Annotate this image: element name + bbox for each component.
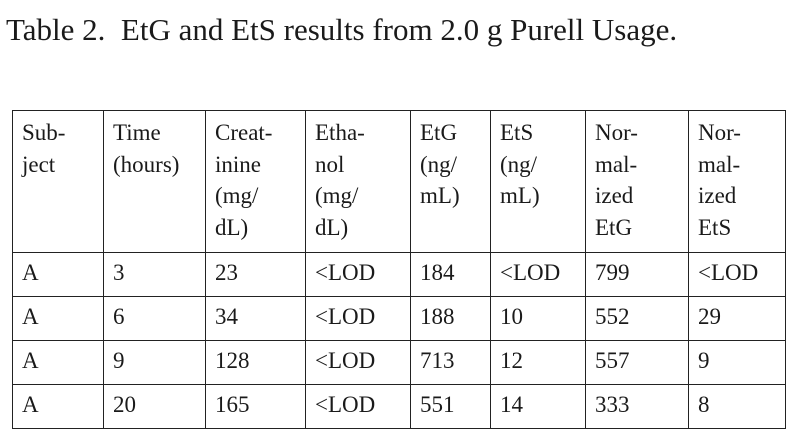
- header-line: EtS: [500, 120, 534, 145]
- header-line: Etha-: [315, 120, 365, 145]
- header-line: EtS: [698, 214, 732, 240]
- header-line: Sub-: [22, 120, 66, 145]
- cell: 165: [205, 384, 306, 429]
- cell: 9: [688, 340, 786, 385]
- header-cell: Nor-mal-ized EtS: [688, 110, 786, 253]
- header-line: ized: [595, 183, 634, 208]
- cell: 551: [410, 384, 491, 429]
- table-title: Table 2. EtG and EtS results from 2.0 g …: [6, 12, 678, 47]
- header-cell: Etha-nol (mg/dL): [305, 110, 411, 253]
- header-cell: Creat-inine (mg/dL): [205, 110, 306, 253]
- cell: 333: [585, 384, 689, 429]
- cell: <LOD: [490, 252, 586, 297]
- header-line: Nor-: [698, 120, 741, 145]
- header-line: mL): [500, 183, 540, 208]
- cell: 34: [205, 296, 306, 341]
- cell: 8: [688, 384, 786, 429]
- cell: <LOD: [305, 384, 411, 429]
- cell: A: [12, 296, 104, 341]
- cell: 23: [205, 252, 306, 297]
- cell: 184: [410, 252, 491, 297]
- data-row: A 3 23 <LOD 184 <LOD 799 <LOD: [12, 252, 786, 297]
- header-line: mal-: [595, 151, 638, 177]
- results-table: Sub-ject Time (hours) Creat-inine (mg/dL) Eth…: [12, 110, 786, 429]
- header-line: EtG: [420, 120, 458, 145]
- cell: <LOD: [305, 252, 411, 297]
- cell: 20: [103, 384, 206, 429]
- header-line: Nor-: [595, 120, 638, 145]
- cell: 10: [490, 296, 586, 341]
- header-line: ject: [22, 151, 56, 177]
- table-body: Sub-ject Time (hours) Creat-inine (mg/dL) Eth…: [12, 110, 786, 429]
- header-line: Time: [113, 120, 161, 145]
- cell: 552: [585, 296, 689, 341]
- data-row: A 9 128 <LOD 713 12 557 9: [12, 340, 786, 385]
- cell: 713: [410, 340, 491, 385]
- header-line: dL): [215, 214, 249, 240]
- header-line: nol: [315, 151, 345, 177]
- header-line: Creat-: [215, 120, 273, 145]
- header-line: ized: [698, 183, 737, 208]
- cell: 128: [205, 340, 306, 385]
- header-line: (mg/: [215, 183, 259, 208]
- header-row: Sub-ject Time (hours) Creat-inine (mg/dL) Eth…: [12, 110, 786, 253]
- cell: <LOD: [305, 340, 411, 385]
- cell: 29: [688, 296, 786, 341]
- cell: <LOD: [305, 296, 411, 341]
- header-line: mal-: [698, 151, 741, 177]
- header-line: EtG: [595, 214, 633, 240]
- header-line: (hours): [113, 151, 180, 177]
- cell: A: [12, 252, 104, 297]
- header-line: mL): [420, 183, 460, 208]
- header-cell: EtS (ng/mL): [490, 110, 586, 253]
- cell: 188: [410, 296, 491, 341]
- data-row: A 20 165 <LOD 551 14 333 8: [12, 384, 786, 429]
- cell: 799: [585, 252, 689, 297]
- header-cell: Nor-mal-ized EtG: [585, 110, 689, 253]
- cell: A: [12, 384, 104, 429]
- cell: A: [12, 340, 104, 385]
- cell: 557: [585, 340, 689, 385]
- cell: 12: [490, 340, 586, 385]
- cell: <LOD: [688, 252, 786, 297]
- cell: 6: [103, 296, 206, 341]
- header-line: (ng/: [500, 151, 538, 177]
- data-row: A 6 34 <LOD 188 10 552 29: [12, 296, 786, 341]
- header-cell: Time (hours): [103, 110, 206, 253]
- header-line: dL): [315, 214, 349, 240]
- cell: 14: [490, 384, 586, 429]
- cell: 9: [103, 340, 206, 385]
- header-line: (mg/: [315, 183, 359, 208]
- header-line: inine: [215, 151, 261, 177]
- header-cell: EtG (ng/mL): [410, 110, 491, 253]
- header-line: (ng/: [420, 151, 458, 177]
- header-cell: Sub-ject: [12, 110, 104, 253]
- cell: 3: [103, 252, 206, 297]
